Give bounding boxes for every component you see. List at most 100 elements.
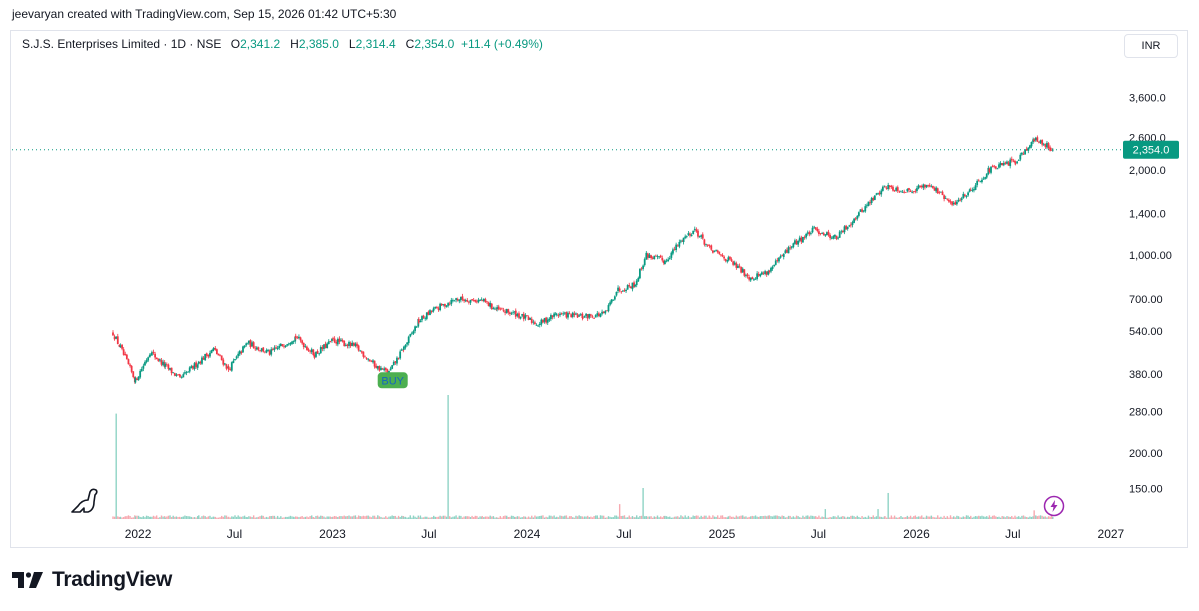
volume-bar <box>132 517 134 519</box>
volume-bar <box>278 517 280 519</box>
candle-body <box>594 315 597 318</box>
volume-bar <box>843 516 846 519</box>
buy-marker <box>377 372 408 389</box>
candle-body <box>692 230 695 235</box>
candle-body <box>375 365 378 369</box>
volume-bar <box>1011 515 1013 519</box>
volume-bar <box>407 517 410 519</box>
volume-bar <box>661 517 663 519</box>
volume-bar <box>591 517 594 519</box>
candle-body <box>956 201 958 205</box>
tradingview-brand[interactable]: TradingView <box>12 568 172 592</box>
volume-bar <box>369 516 371 519</box>
volume-bar <box>612 517 614 519</box>
candle-body <box>115 336 118 339</box>
candle-body <box>951 201 954 205</box>
candle-body <box>762 272 765 274</box>
volume-bar <box>118 517 121 519</box>
candle-body <box>214 348 217 350</box>
candle-body <box>635 280 638 286</box>
candle-body <box>518 313 520 318</box>
candle-body <box>292 340 295 342</box>
volume-bar <box>840 516 842 519</box>
volume-bar <box>999 517 1002 519</box>
candle-body <box>279 343 282 346</box>
volume-bar <box>332 516 334 519</box>
symbol-legend[interactable]: S.J.S. Enterprises Limited · 1D · NSE O2… <box>22 37 543 51</box>
volume-bar <box>141 517 143 519</box>
candle-body <box>356 343 358 347</box>
volume-bar <box>602 515 605 519</box>
volume-bar <box>694 516 696 519</box>
candle-body <box>896 187 899 191</box>
volume-bar <box>483 517 485 519</box>
candle-body <box>748 277 751 280</box>
volume-bar <box>313 517 316 519</box>
candle-body <box>445 305 448 307</box>
candle-body <box>487 302 490 307</box>
volume-bar <box>338 516 341 519</box>
volume-bar <box>476 515 478 519</box>
volume-bar <box>650 516 652 519</box>
volume-bar <box>160 515 163 519</box>
volume-bar <box>144 517 146 519</box>
currency-button[interactable]: INR <box>1124 34 1178 58</box>
volume-bar <box>275 517 277 519</box>
x-tick-label: Jul <box>227 527 242 541</box>
volume-bar <box>889 517 891 519</box>
candle-body <box>409 334 412 337</box>
volume-bar <box>810 515 812 519</box>
volume-bar <box>124 516 126 519</box>
volume-bar <box>682 517 685 519</box>
candle-body <box>509 312 511 314</box>
candle-body <box>1007 162 1010 166</box>
volume-bar <box>987 517 990 519</box>
volume-bar <box>986 516 988 519</box>
y-tick-label: 150.00 <box>1129 483 1163 495</box>
volume-bar <box>235 516 238 519</box>
volume-bar <box>700 515 702 519</box>
symbol-name[interactable]: S.J.S. Enterprises Limited · 1D · NSE <box>22 37 222 51</box>
volume-bar <box>427 517 430 519</box>
candle-body <box>357 345 360 351</box>
candle-body <box>786 249 788 253</box>
candle-body <box>219 355 221 357</box>
candle-body <box>139 370 142 378</box>
buy-label: BUY <box>381 375 404 387</box>
volume-bar <box>845 517 847 519</box>
volume-bar <box>663 515 665 519</box>
candle-body <box>597 313 600 317</box>
candle-body <box>368 359 371 362</box>
candle-body <box>726 260 729 262</box>
volume-bar <box>354 515 357 519</box>
candle-body <box>813 226 816 228</box>
volume-bar <box>670 517 673 519</box>
candle-body <box>573 313 576 315</box>
candle-body <box>318 353 321 355</box>
volume-bar <box>610 517 613 519</box>
candle-body <box>376 366 379 369</box>
candle-body <box>586 314 589 319</box>
candle-body <box>672 249 674 254</box>
lightning-icon[interactable] <box>1043 495 1065 522</box>
candle-body <box>960 198 963 201</box>
candle-body <box>615 291 618 296</box>
candle-body <box>245 343 248 346</box>
volume-bar <box>185 516 188 519</box>
volume-bar <box>348 515 350 519</box>
candle-body <box>222 359 225 365</box>
volume-bar <box>152 515 155 519</box>
volume-bar <box>281 517 284 519</box>
candle-body <box>667 259 670 261</box>
candle-body <box>230 362 233 371</box>
volume-bar <box>851 515 854 519</box>
candle-body <box>527 316 530 320</box>
candle-body <box>745 275 747 277</box>
volume-bar <box>240 516 243 519</box>
chart-frame <box>10 30 1188 548</box>
volume-bar <box>130 517 133 519</box>
candle-body <box>795 240 798 245</box>
candle-body <box>971 189 974 191</box>
volume-bar <box>583 516 586 519</box>
